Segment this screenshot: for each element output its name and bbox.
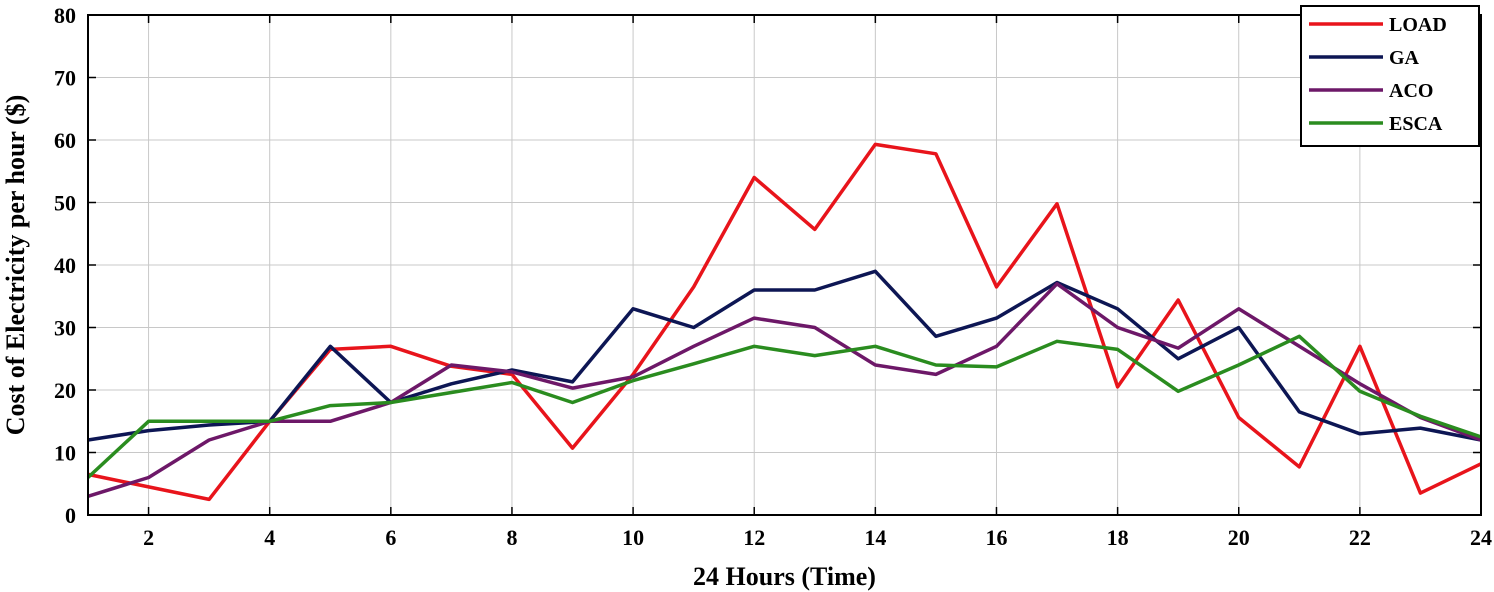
y-tick-label: 10	[54, 441, 76, 466]
y-tick-label: 60	[54, 128, 76, 153]
y-tick-label: 80	[54, 3, 76, 28]
x-tick-label: 24	[1470, 525, 1492, 550]
series-line-aco	[87, 282, 1482, 498]
y-axis-title: Cost of Electricity per hour ($)	[1, 95, 30, 436]
series-line-esca	[86, 334, 1482, 479]
x-tick-label: 6	[385, 525, 396, 550]
series-line-ga	[87, 269, 1482, 442]
x-tick-label: 18	[1107, 525, 1129, 550]
y-tick-label: 70	[54, 66, 76, 91]
legend-label-aco: ACO	[1389, 80, 1433, 102]
x-tick-label: 12	[743, 525, 765, 550]
x-tick-label: 2	[143, 525, 154, 550]
x-tick-label: 10	[622, 525, 644, 550]
y-tick-label: 40	[54, 253, 76, 278]
y-tick-label: 50	[54, 191, 76, 216]
grid-lines	[88, 15, 1482, 515]
y-tick-label: 30	[54, 316, 76, 341]
legend-label-ga: GA	[1389, 47, 1420, 69]
x-tick-label: 14	[864, 525, 886, 550]
y-tick-label: 0	[65, 503, 76, 528]
legend-label-esca: ESCA	[1389, 113, 1443, 135]
series-lines	[86, 142, 1482, 502]
x-tick-label: 8	[506, 525, 517, 550]
x-axis-title: 24 Hours (Time)	[693, 562, 876, 591]
legend: LOAD GA ACO ESCA	[1300, 5, 1480, 147]
x-tick-label: 4	[264, 525, 275, 550]
legend-label-load: LOAD	[1389, 14, 1447, 36]
x-tick-label: 16	[985, 525, 1007, 550]
y-tick-labels: 0 10 20 30 40 50 60 70 80	[54, 3, 76, 528]
y-tick-label: 20	[54, 378, 76, 403]
x-tick-labels: 2 4 6 8 10 12 14 16 18 20 22 24	[143, 525, 1492, 550]
x-tick-label: 20	[1228, 525, 1250, 550]
x-tick-label: 22	[1349, 525, 1371, 550]
